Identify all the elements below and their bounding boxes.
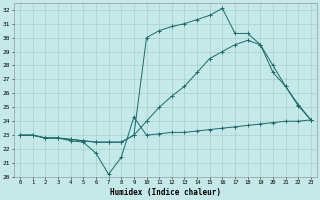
X-axis label: Humidex (Indice chaleur): Humidex (Indice chaleur) bbox=[110, 188, 221, 197]
